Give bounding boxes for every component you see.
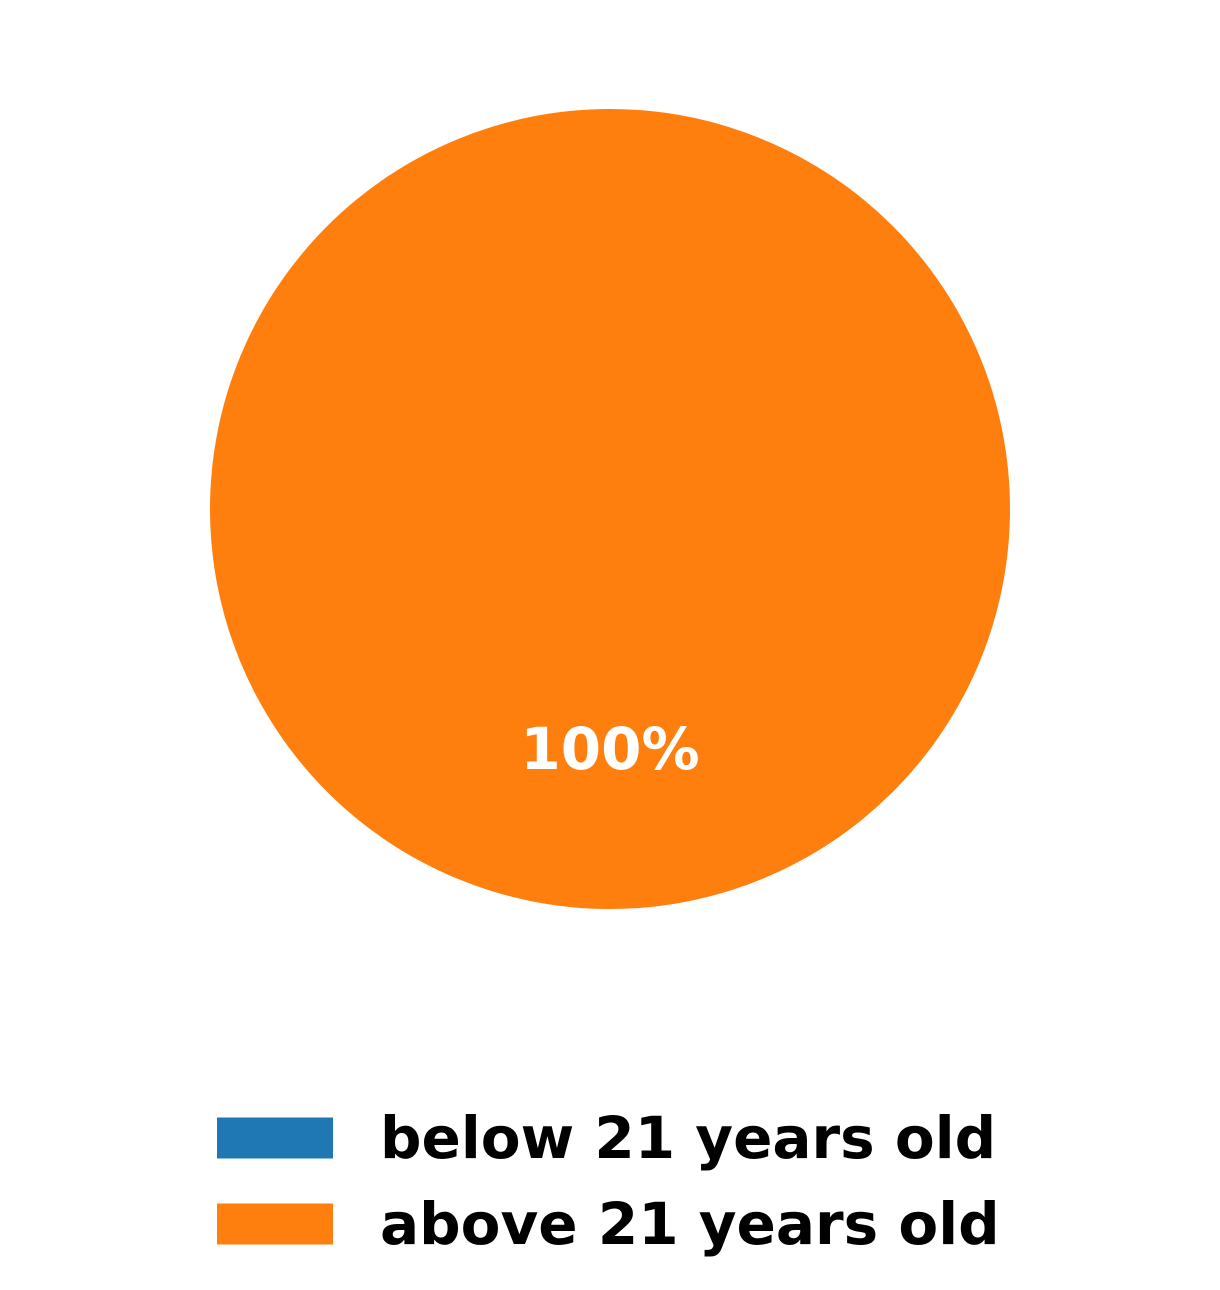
legend: below 21 years old above 21 years old [217,1104,1000,1258]
legend-item-above-21-years-old: above 21 years old [217,1190,1000,1258]
legend-swatch-above-21-years-old [217,1203,333,1245]
pie-slices [210,109,1010,909]
legend-label-below-21-years-old: below 21 years old [380,1104,996,1172]
pie-slice-above-21-years-old [210,109,1010,909]
legend-swatch-below-21-years-old [217,1117,333,1159]
legend-item-below-21-years-old: below 21 years old [217,1104,996,1172]
legend-label-above-21-years-old: above 21 years old [380,1190,1000,1258]
pie-slice-label-above-21-years-old: 100% [520,715,699,783]
pie-slice-labels: 100% [520,715,699,783]
